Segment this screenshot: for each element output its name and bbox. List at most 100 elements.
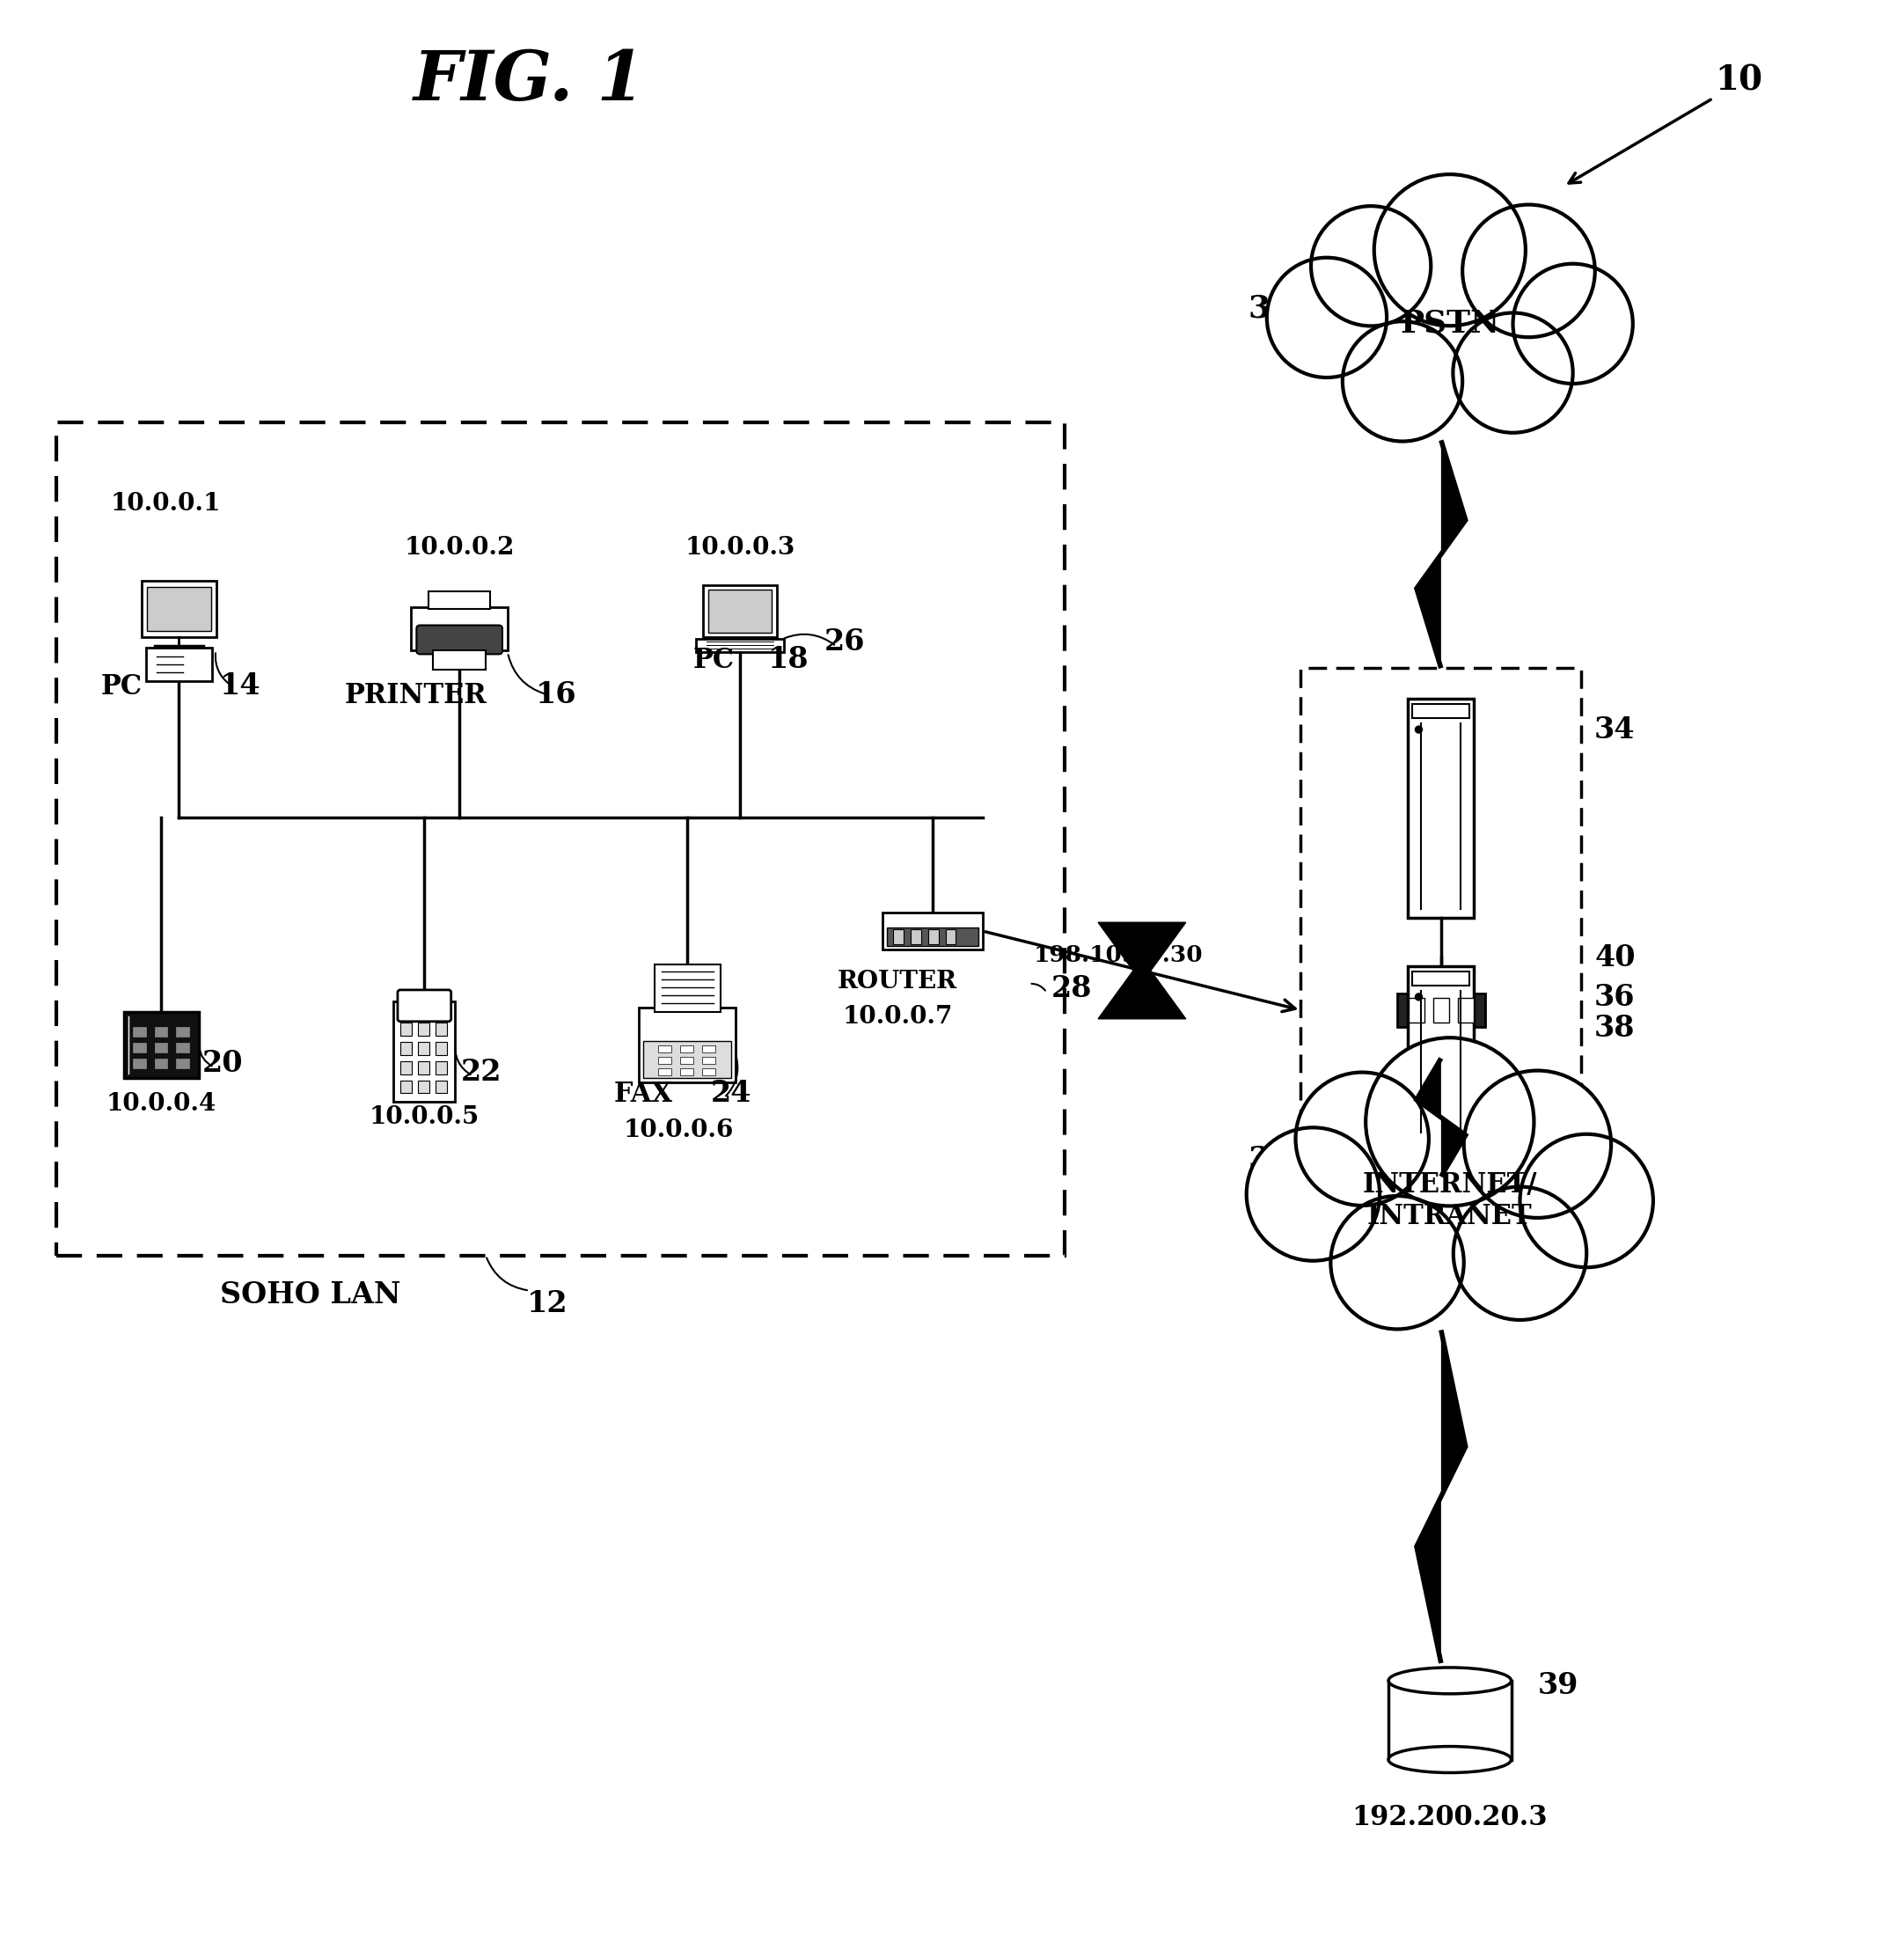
Bar <box>400 1041 411 1055</box>
Bar <box>1413 703 1470 719</box>
Text: 10.0.0.6: 10.0.0.6 <box>623 1119 733 1142</box>
Bar <box>1409 966 1474 1142</box>
Text: PSTN: PSTN <box>1399 309 1500 338</box>
Bar <box>436 1061 447 1074</box>
Bar <box>680 1069 693 1074</box>
Circle shape <box>1462 204 1596 338</box>
Circle shape <box>1464 1071 1611 1218</box>
Ellipse shape <box>1388 1667 1512 1694</box>
Bar <box>659 1057 672 1065</box>
Bar <box>680 1057 693 1065</box>
Bar <box>124 1012 198 1078</box>
Bar <box>1409 699 1474 917</box>
Bar <box>1300 668 1582 1150</box>
Polygon shape <box>1417 1331 1466 1663</box>
Bar <box>1388 1681 1512 1760</box>
Circle shape <box>1342 321 1462 441</box>
Polygon shape <box>1417 1059 1466 1177</box>
Text: 10: 10 <box>1716 64 1763 97</box>
Bar <box>400 1022 411 1036</box>
Text: 32: 32 <box>1249 293 1293 324</box>
Text: 20: 20 <box>202 1049 244 1078</box>
Text: 40: 40 <box>1594 944 1636 972</box>
Bar <box>436 1022 447 1036</box>
Circle shape <box>1266 258 1386 377</box>
Circle shape <box>1375 175 1525 326</box>
Text: 198.10.20.30: 198.10.20.30 <box>1034 944 1203 966</box>
Text: PC: PC <box>693 647 735 674</box>
Polygon shape <box>1099 923 1186 1018</box>
Bar <box>887 927 979 946</box>
Bar <box>703 1057 716 1065</box>
Bar <box>697 639 784 653</box>
Circle shape <box>1415 993 1422 1001</box>
Bar <box>1409 999 1424 1022</box>
Text: 26: 26 <box>824 628 866 657</box>
Text: 30: 30 <box>1249 1144 1293 1174</box>
Bar <box>154 1043 168 1053</box>
Bar <box>927 929 939 944</box>
Bar <box>419 1041 430 1055</box>
Bar <box>57 424 1064 1255</box>
Bar <box>882 913 982 950</box>
Bar <box>400 1061 411 1074</box>
Bar <box>419 1061 430 1074</box>
Text: 28: 28 <box>1051 973 1093 1003</box>
Circle shape <box>1453 1187 1586 1319</box>
Bar <box>133 1043 145 1053</box>
Bar <box>394 1001 455 1102</box>
Bar <box>640 1008 735 1082</box>
Bar <box>708 589 771 633</box>
Bar <box>147 649 211 682</box>
Text: 24: 24 <box>710 1078 752 1108</box>
Text: 10.0.0.7: 10.0.0.7 <box>842 1005 952 1028</box>
Bar <box>133 1026 145 1036</box>
Circle shape <box>1354 1111 1546 1304</box>
Bar <box>893 929 902 944</box>
Bar <box>703 585 777 637</box>
Text: FAX: FAX <box>613 1080 672 1108</box>
Bar <box>400 1080 411 1094</box>
Bar <box>419 1022 430 1036</box>
Text: 10.0.0.1: 10.0.0.1 <box>110 492 221 515</box>
Circle shape <box>1415 727 1422 733</box>
Text: 10.0.0.2: 10.0.0.2 <box>404 536 514 560</box>
Bar <box>436 1080 447 1094</box>
Bar <box>1458 999 1474 1022</box>
Circle shape <box>1331 1195 1464 1329</box>
Circle shape <box>1312 206 1432 326</box>
Bar <box>659 1069 672 1074</box>
Circle shape <box>1514 264 1634 383</box>
Bar <box>1398 993 1485 1026</box>
Text: PRINTER: PRINTER <box>345 682 487 709</box>
Circle shape <box>1519 1135 1653 1267</box>
Text: 14: 14 <box>219 672 261 701</box>
Text: ROUTER: ROUTER <box>838 970 958 993</box>
Bar <box>147 587 211 631</box>
Text: FIG. 1: FIG. 1 <box>413 47 645 115</box>
Text: 36: 36 <box>1594 983 1636 1012</box>
Circle shape <box>1295 1073 1428 1205</box>
Text: 192.200.20.3: 192.200.20.3 <box>1352 1805 1548 1832</box>
Bar <box>432 651 486 670</box>
Text: 10.0.0.5: 10.0.0.5 <box>369 1106 480 1129</box>
Polygon shape <box>1417 441 1466 668</box>
Circle shape <box>1363 243 1537 416</box>
Text: 18: 18 <box>767 645 809 674</box>
Circle shape <box>1453 313 1573 433</box>
Text: PC: PC <box>101 674 143 701</box>
Text: SOHO LAN: SOHO LAN <box>221 1280 402 1310</box>
Text: 39: 39 <box>1537 1671 1578 1700</box>
Text: 10.0.0.4: 10.0.0.4 <box>107 1092 217 1115</box>
FancyBboxPatch shape <box>417 626 503 655</box>
Bar <box>141 581 217 637</box>
Bar <box>177 1043 190 1053</box>
Text: 22: 22 <box>461 1057 503 1086</box>
Bar <box>703 1045 716 1053</box>
Text: INTERNET/
INTRANET: INTERNET/ INTRANET <box>1363 1172 1537 1230</box>
Bar <box>177 1059 190 1069</box>
Text: 12: 12 <box>527 1290 567 1317</box>
Bar <box>436 1041 447 1055</box>
Bar <box>154 1026 168 1036</box>
Bar <box>910 929 922 944</box>
